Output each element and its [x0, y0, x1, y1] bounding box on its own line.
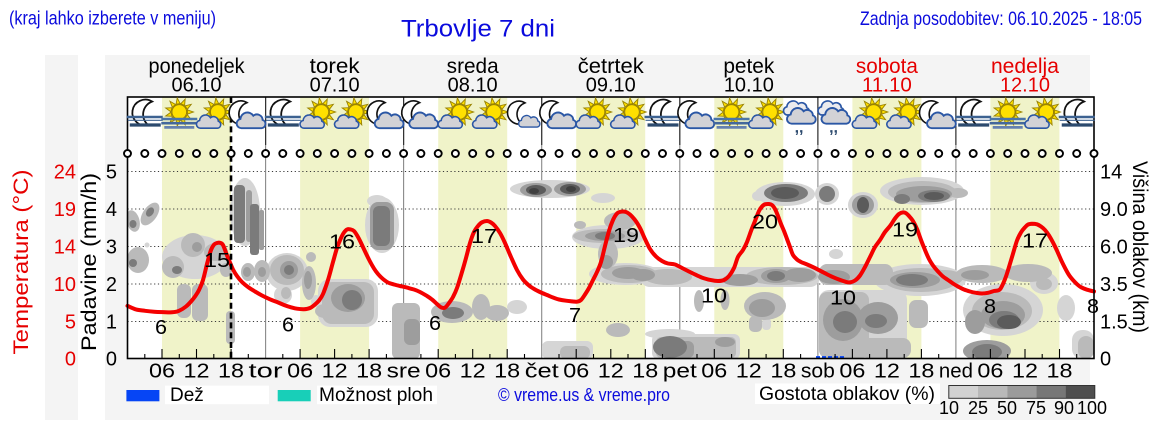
svg-text:0: 0 [106, 349, 117, 371]
svg-text:3.5: 3.5 [1100, 274, 1128, 296]
svg-text:,,: ,, [829, 120, 838, 137]
svg-text:,,: ,, [795, 120, 804, 137]
svg-text:četrtek: četrtek [578, 55, 645, 78]
svg-text:20: 20 [752, 212, 778, 234]
svg-text:12: 12 [874, 361, 900, 383]
svg-text:18: 18 [218, 361, 244, 383]
svg-text:© vreme.us & vreme.pro: © vreme.us & vreme.pro [498, 385, 670, 405]
svg-text:24: 24 [54, 162, 76, 184]
svg-text:1: 1 [106, 312, 117, 334]
svg-text:1.5: 1.5 [1100, 312, 1128, 334]
svg-text:18: 18 [356, 361, 382, 383]
svg-text:0: 0 [1100, 349, 1111, 371]
svg-text:18: 18 [494, 361, 520, 383]
svg-text:2: 2 [106, 274, 117, 296]
svg-text:ponedeljek: ponedeljek [149, 55, 245, 78]
svg-text:06: 06 [839, 361, 865, 383]
svg-text:18: 18 [770, 361, 796, 383]
svg-text:3: 3 [106, 237, 117, 259]
svg-text:Trbovlje 7 dni: Trbovlje 7 dni [401, 16, 555, 43]
svg-text:10.10: 10.10 [724, 75, 774, 97]
svg-text:Temperatura (°C): Temperatura (°C) [10, 170, 33, 355]
svg-text:17: 17 [471, 226, 497, 248]
svg-text:12: 12 [598, 361, 624, 383]
svg-text:18: 18 [632, 361, 658, 383]
svg-text:6: 6 [155, 317, 167, 339]
svg-text:06: 06 [149, 361, 175, 383]
svg-text:4: 4 [106, 199, 117, 221]
svg-text:06: 06 [287, 361, 313, 383]
svg-text:sreda: sreda [447, 55, 499, 78]
svg-text:(kraj lahko izberete v meniju): (kraj lahko izberete v meniju) [9, 9, 216, 30]
svg-text:7: 7 [569, 305, 581, 327]
svg-text:Gostota oblakov (%): Gostota oblakov (%) [759, 384, 935, 405]
svg-text:6.0: 6.0 [1100, 237, 1128, 259]
svg-text:06: 06 [977, 361, 1003, 383]
svg-text:Dež: Dež [170, 385, 204, 406]
svg-text:19: 19 [613, 225, 639, 247]
svg-text:0: 0 [65, 349, 76, 371]
svg-text:Možnost ploh: Možnost ploh [319, 385, 433, 406]
svg-text:100: 100 [1077, 398, 1107, 418]
svg-text:15: 15 [204, 250, 230, 272]
svg-text:nedelja: nedelja [991, 55, 1059, 78]
svg-text:25: 25 [968, 398, 988, 418]
svg-text:06: 06 [563, 361, 589, 383]
svg-text:12.10: 12.10 [1000, 75, 1050, 97]
svg-text:sre: sre [387, 361, 421, 383]
svg-text:10: 10 [939, 398, 959, 418]
svg-text:čet: čet [525, 361, 560, 383]
svg-text:06: 06 [701, 361, 727, 383]
svg-text:90: 90 [1054, 398, 1074, 418]
svg-text:10: 10 [54, 274, 76, 296]
svg-text:17: 17 [1022, 231, 1048, 253]
svg-text:6: 6 [429, 313, 441, 335]
svg-text:19: 19 [54, 199, 76, 221]
svg-text:8: 8 [1087, 296, 1099, 318]
svg-text:ned: ned [939, 361, 973, 383]
svg-text:tor: tor [249, 361, 283, 383]
svg-text:12: 12 [736, 361, 762, 383]
svg-text:8: 8 [984, 296, 996, 318]
svg-text:10: 10 [830, 288, 856, 310]
svg-text:Višina oblakov (km): Višina oblakov (km) [1128, 161, 1151, 333]
svg-text:14: 14 [1100, 162, 1122, 184]
svg-text:6: 6 [282, 315, 294, 337]
svg-text:Padavine (mm/h): Padavine (mm/h) [78, 173, 101, 351]
svg-text:08.10: 08.10 [448, 75, 498, 97]
svg-text:12: 12 [460, 361, 486, 383]
svg-text:06.10: 06.10 [172, 75, 222, 97]
svg-text:19: 19 [892, 220, 918, 242]
svg-text:09.10: 09.10 [586, 75, 636, 97]
svg-text:torek: torek [310, 55, 361, 78]
svg-text:Zadnja posodobitev: 06.10.2025: Zadnja posodobitev: 06.10.2025 - 18:05 [860, 8, 1142, 30]
svg-text:12: 12 [322, 361, 348, 383]
svg-text:50: 50 [997, 398, 1017, 418]
svg-text:18: 18 [908, 361, 934, 383]
svg-text:06: 06 [425, 361, 451, 383]
svg-text:petek: petek [723, 55, 774, 78]
svg-text:5: 5 [65, 312, 76, 334]
svg-text:sobota: sobota [856, 55, 918, 78]
svg-text:9.0: 9.0 [1100, 199, 1128, 221]
svg-text:5: 5 [106, 162, 117, 184]
svg-text:pet: pet [663, 361, 698, 383]
svg-text:11.10: 11.10 [862, 75, 912, 97]
svg-text:12: 12 [1012, 361, 1038, 383]
svg-text:75: 75 [1026, 398, 1046, 418]
svg-text:16: 16 [329, 232, 355, 254]
svg-text:sob: sob [801, 361, 835, 383]
svg-text:14: 14 [54, 237, 76, 259]
svg-text:07.10: 07.10 [310, 75, 360, 97]
svg-text:10: 10 [701, 286, 727, 308]
svg-text:18: 18 [1046, 361, 1072, 383]
svg-text:12: 12 [184, 361, 210, 383]
